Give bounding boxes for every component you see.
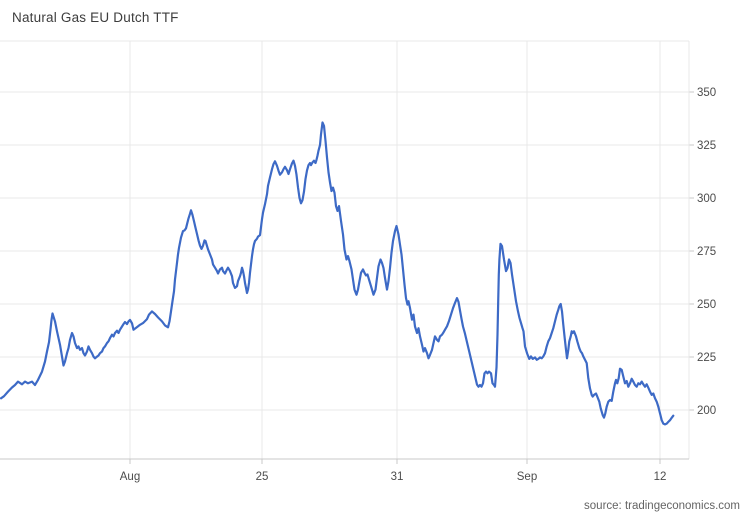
y-tick-label: 325 [697,140,716,152]
y-tick-label: 250 [697,299,716,311]
y-tick-label: 275 [697,246,716,258]
source-attribution: source: tradingeconomics.com [584,500,740,512]
x-tick-label: Aug [120,471,140,483]
y-tick-label: 350 [697,87,716,99]
y-tick-label: 225 [697,352,716,364]
x-tick-label: 25 [256,471,269,483]
chart-title: Natural Gas EU Dutch TTF [12,10,179,25]
y-tick-label: 300 [697,193,716,205]
y-tick-label: 200 [697,405,716,417]
x-tick-label: 31 [391,471,404,483]
x-tick-label: Sep [517,471,537,483]
x-tick-label: 12 [654,471,667,483]
price-line [0,121,675,426]
